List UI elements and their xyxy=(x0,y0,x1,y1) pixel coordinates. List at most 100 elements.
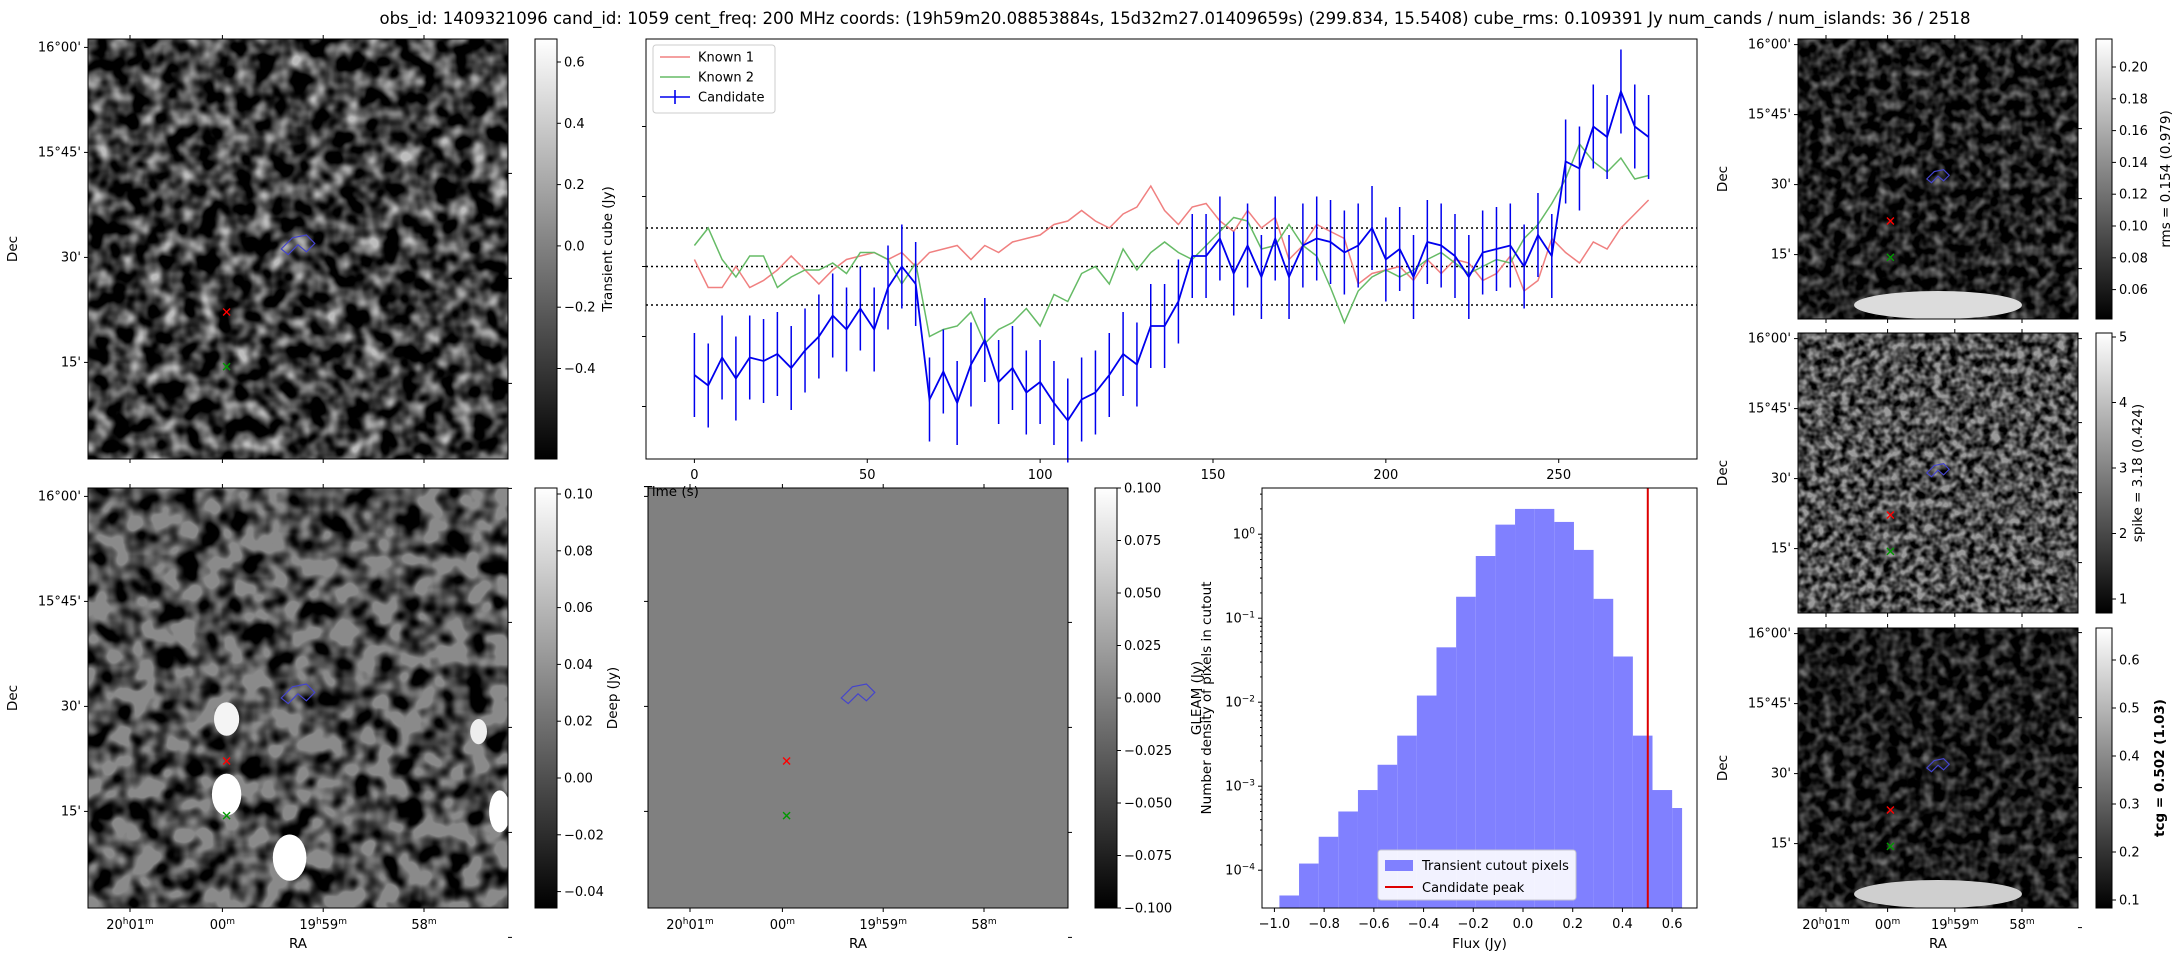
ra-axis-label: RA xyxy=(849,936,868,952)
spike-colorbar-gradient xyxy=(2095,332,2113,614)
deep-image: 20h01m 00m 19h59m 58m16°00'15°45'30'15'RADe… xyxy=(5,484,512,952)
rms-image-bright-source xyxy=(1854,291,2022,319)
dec-axis-label: Dec xyxy=(1715,460,1731,486)
hist-y-tick-exponent: −4 xyxy=(1242,863,1256,873)
series-line-known-2 xyxy=(693,142,1649,345)
deep-colorbar: 0.10 0.08 0.06 0.04 0.02 0.00 −0.02 −0.04 Deep (… xyxy=(534,487,621,909)
hist-y-axis-label: Number density of pixels in cutout xyxy=(1199,582,1215,815)
hist-x-tick-label: −1.0 xyxy=(1259,917,1291,932)
dec-tick-label: 30' xyxy=(61,250,81,265)
source-region-outline xyxy=(840,683,876,705)
rms-image: 16°00' 15°45' 30' 15' Dec xyxy=(1715,35,2082,340)
ra-tick-minutes: 01 xyxy=(688,918,705,933)
dec-tick-label: 15' xyxy=(61,355,81,370)
ra-tick-label: 20h01m xyxy=(1802,917,1850,933)
ra-tick-hour-unit: h xyxy=(876,917,882,927)
histogram-bar xyxy=(1632,735,1653,908)
histogram-bar xyxy=(1338,811,1358,908)
ra-tick-minute-unit: m xyxy=(898,917,907,927)
legend-box xyxy=(1377,849,1577,901)
gleam-colorbar: 0.100 0.075 0.050 0.025 0.000 −0.025 −0.050 −0.… xyxy=(1094,482,1205,917)
red-cross-marker xyxy=(222,308,231,316)
colorbar-tick-label: 5 xyxy=(2119,331,2127,346)
colorbar-tick-label: 0.08 xyxy=(564,544,593,559)
dec-axis-label: Dec xyxy=(5,685,21,711)
series-line-candidate xyxy=(693,88,1650,423)
histogram-bar xyxy=(1318,836,1339,908)
lightcurve-frame xyxy=(645,38,1698,460)
ra-tick-minutes: 01 xyxy=(128,918,145,933)
histogram-bar xyxy=(1357,790,1378,908)
lc-x-tick-label: 150 xyxy=(1201,468,1226,483)
colorbar-tick-label: 0.0 xyxy=(564,239,585,254)
colorbar-tick-label: 0.16 xyxy=(2119,124,2148,139)
rms-image-frame xyxy=(1797,38,2079,320)
ra-tick-label: 19h59m xyxy=(299,917,347,933)
hist-x-tick-label: 0.4 xyxy=(1612,917,1633,932)
hist-x-tick-label: −0.2 xyxy=(1457,917,1489,932)
ra-tick-label: 00m xyxy=(1875,917,1900,933)
dec-tick-label: 16°00' xyxy=(1748,627,1791,642)
colorbar-tick-label: 2 xyxy=(2119,527,2127,542)
dec-tick-label: 15' xyxy=(1771,837,1791,852)
colorbar-tick-label: 0.10 xyxy=(564,488,593,503)
histogram-bar xyxy=(1475,556,1496,908)
ra-tick-minutes: 01 xyxy=(1824,918,1841,933)
ra-tick-hours: 19 xyxy=(299,918,316,933)
colorbar-tick-label: 0.06 xyxy=(564,601,593,616)
legend-swatch-hist xyxy=(1385,860,1413,871)
hist-y-tick-exponent: −2 xyxy=(1242,695,1255,705)
ra-tick-minutes: 59 xyxy=(1953,918,1970,933)
transient-cube-image-noise xyxy=(88,39,508,459)
ra-tick-minute-unit: m xyxy=(1841,917,1850,927)
source-region-outline xyxy=(280,234,316,256)
colorbar-tick-label: 0.2 xyxy=(2119,846,2140,861)
colorbar-tick-label: 4 xyxy=(2119,396,2127,411)
lc-x-axis-label: Time (s) xyxy=(643,484,699,500)
ra-tick-minute-unit: m xyxy=(786,917,795,927)
colorbar-label: GLEAM (Jy) xyxy=(1189,661,1205,735)
dec-tick-label: 30' xyxy=(1771,767,1791,782)
tcg-colorbar: 0.6 0.5 0.4 0.3 0.2 0.1 tcg = 0.502 (1.03) xyxy=(2095,627,2168,909)
hist-x-tick-label: 0.0 xyxy=(1513,917,1534,932)
red-cross-marker xyxy=(1886,511,1895,519)
hist-y-tick-label: 10−3 xyxy=(1225,779,1255,795)
dec-tick-label: 15' xyxy=(1771,248,1791,263)
hist-y-tick-label: 100 xyxy=(1233,527,1256,543)
ra-tick-minute-unit: m xyxy=(988,917,997,927)
figure-title: obs_id: 1409321096 cand_id: 1059 cent_fr… xyxy=(379,9,1970,29)
colorbar-tick-label: 0.6 xyxy=(2119,654,2140,669)
hist-y-tick-exponent: −1 xyxy=(1242,611,1255,621)
histogram-bar xyxy=(1554,521,1574,908)
deep-image-bright-source xyxy=(211,773,242,816)
ra-tick-label: 58m xyxy=(411,917,436,933)
colorbar-tick-label: 0.000 xyxy=(1124,692,1161,707)
red-cross-marker xyxy=(222,757,231,765)
source-region-outline xyxy=(1925,758,1951,773)
colorbar-tick-label: 1 xyxy=(2119,593,2127,608)
lightcurve-chart: 0 50 100 150 200 250 Time (s) Known 1 Known 2 Can… xyxy=(642,38,1698,500)
hist-x-tick-label: −0.4 xyxy=(1408,917,1440,932)
colorbar-tick-label: −0.02 xyxy=(564,828,604,843)
ra-tick-hours: 20 xyxy=(1802,918,1819,933)
colorbar-tick-label: 0.2 xyxy=(564,178,585,193)
dec-tick-label: 15°45' xyxy=(1748,697,1791,712)
red-cross-marker xyxy=(782,757,791,765)
histogram-bar xyxy=(1495,524,1516,908)
hist-y-tick-base: 10 xyxy=(1233,528,1250,543)
histogram-bar xyxy=(1515,508,1535,908)
colorbar-label: rms = 0.154 (0.979) xyxy=(2158,110,2174,248)
dec-tick-label: 15' xyxy=(61,804,81,819)
ra-tick-hours: 19 xyxy=(1931,918,1948,933)
ra-axis-label: RA xyxy=(1929,936,1948,952)
colorbar-tick-label: −0.04 xyxy=(564,885,604,900)
lc-x-tick-label: 50 xyxy=(859,468,876,483)
dec-tick-label: 16°00' xyxy=(38,489,81,504)
ra-tick-label: 00m xyxy=(210,917,235,933)
histogram-bar xyxy=(1299,863,1319,908)
tcg-image-noise xyxy=(1798,628,2078,908)
histogram-chart: −1.0 −0.8 −0.6 −0.4 −0.2 0.0 0.2 0.4 0.610010−11… xyxy=(1199,487,1698,952)
red-cross-marker xyxy=(1886,217,1895,225)
colorbar-tick-label: −0.050 xyxy=(1124,797,1172,812)
